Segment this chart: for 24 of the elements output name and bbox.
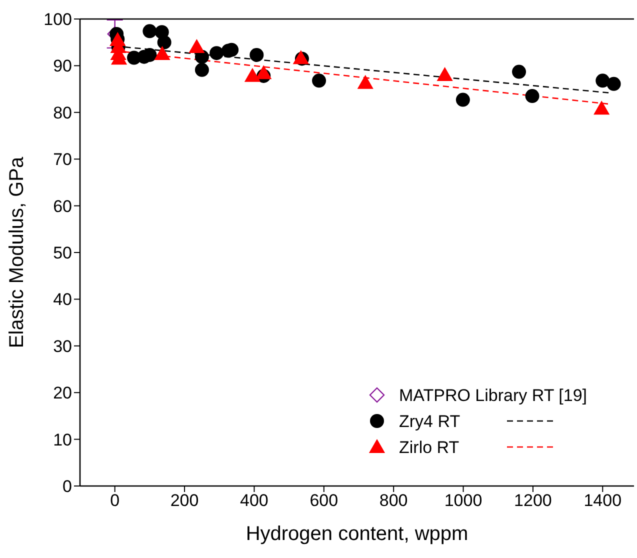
y-tick-label: 60 bbox=[53, 196, 72, 216]
x-tick-label: 400 bbox=[240, 491, 268, 510]
legend-label: Zirlo RT bbox=[399, 438, 460, 457]
x-tick-label: 1000 bbox=[444, 491, 482, 510]
x-tick-label: 800 bbox=[379, 491, 408, 510]
x-tick-label: 1200 bbox=[514, 491, 552, 510]
y-tick-label: 20 bbox=[53, 384, 72, 403]
y-tick-label: 70 bbox=[53, 150, 72, 170]
y-tick-label: 100 bbox=[44, 10, 72, 30]
y-tick-label: 40 bbox=[53, 290, 72, 310]
x-tick-label: 1400 bbox=[584, 491, 622, 510]
y-tick-label: 50 bbox=[53, 244, 72, 263]
y-tick-label: 90 bbox=[53, 56, 72, 76]
y-tick-label: 80 bbox=[53, 103, 72, 122]
y-tick-label: 10 bbox=[53, 430, 72, 450]
x-tick-label: 200 bbox=[170, 491, 199, 510]
y-axis-title: Elastic Modulus, GPa bbox=[6, 156, 28, 348]
y-tick-label: 30 bbox=[53, 336, 72, 356]
legend-label: Zry4 RT bbox=[399, 412, 460, 431]
y-tick-label: 0 bbox=[62, 477, 72, 496]
legend-label: MATPRO Library RT [19] bbox=[399, 386, 587, 405]
x-tick-label: 0 bbox=[110, 491, 120, 510]
x-axis-title: Hydrogen content, wppm bbox=[246, 523, 468, 545]
x-tick-label: 600 bbox=[310, 491, 338, 510]
